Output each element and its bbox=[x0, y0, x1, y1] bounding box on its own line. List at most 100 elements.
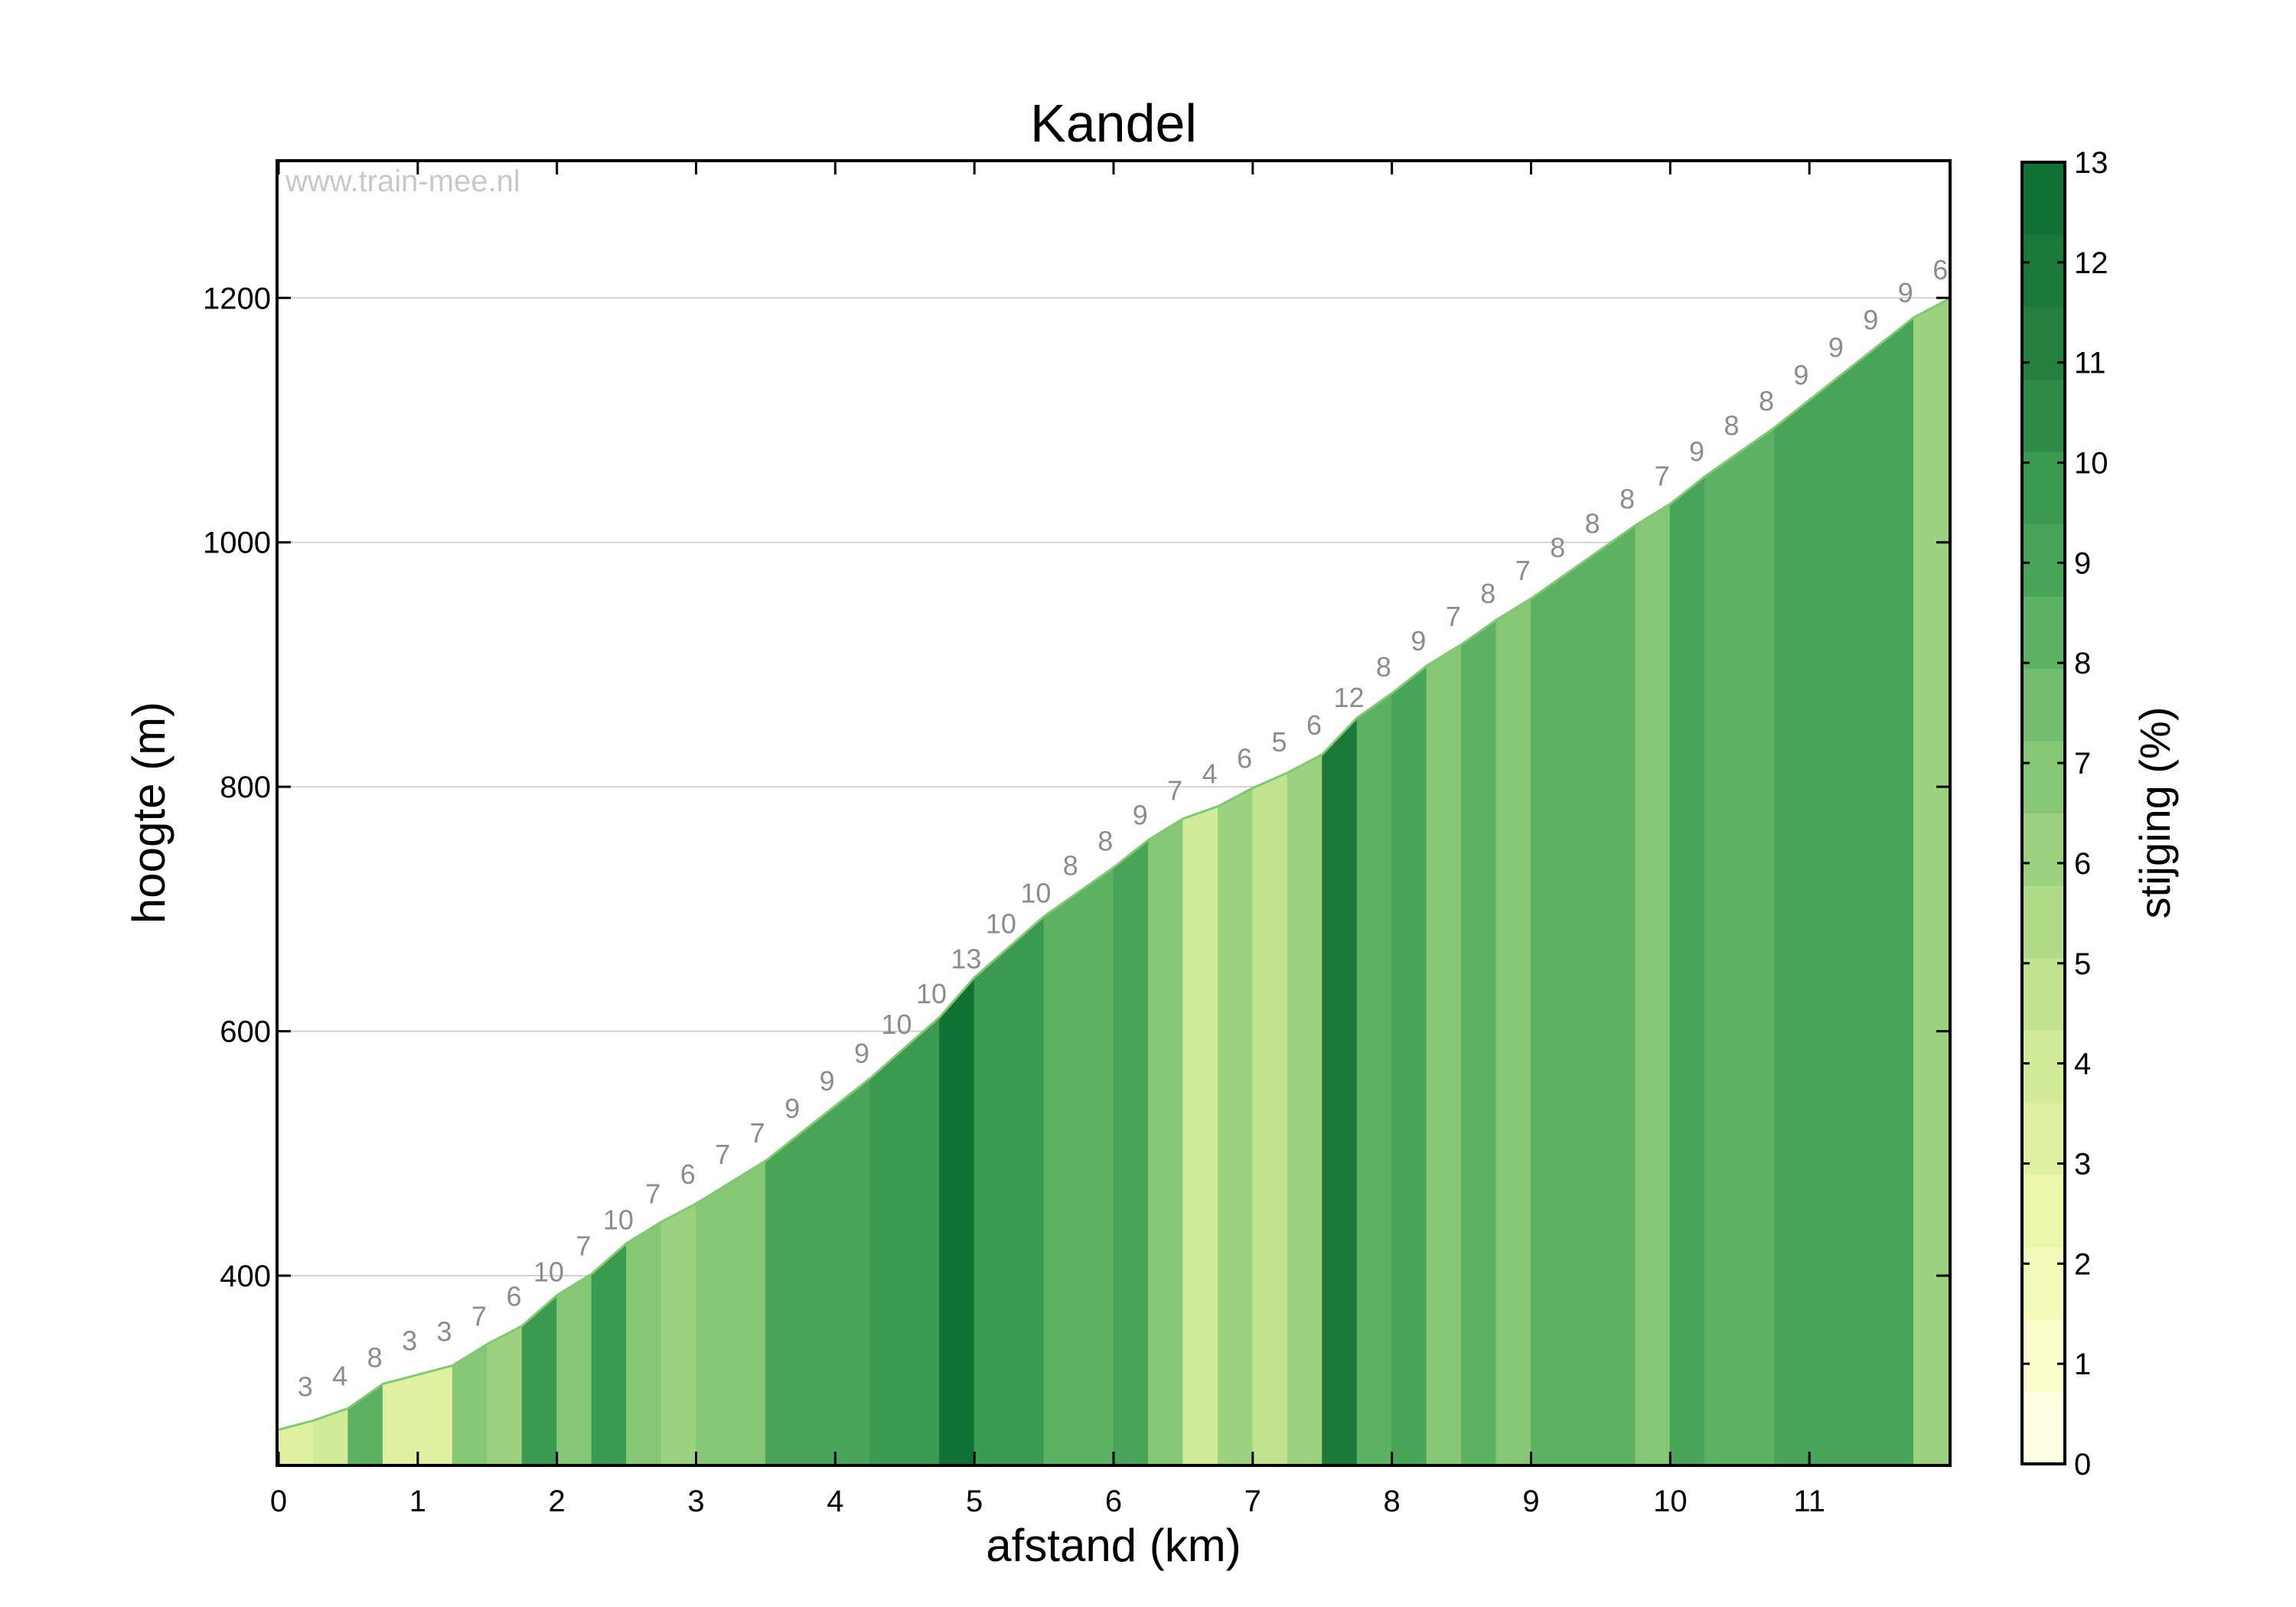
gradient-segment bbox=[1182, 806, 1218, 1465]
gradient-segment bbox=[1635, 503, 1671, 1465]
gradient-segment bbox=[765, 1132, 801, 1465]
colorbar-band bbox=[2022, 741, 2065, 814]
colorbar-tick-label: 12 bbox=[2074, 246, 2108, 280]
gradient-segment bbox=[382, 1374, 419, 1465]
gradient-segment bbox=[591, 1242, 628, 1465]
colorbar-band bbox=[2022, 162, 2065, 236]
gradient-label: 8 bbox=[367, 1341, 383, 1373]
colorbar-band bbox=[2022, 234, 2065, 308]
gradient-segment bbox=[1808, 371, 1845, 1465]
x-tick-label: 10 bbox=[1653, 1485, 1688, 1518]
y-tick-label: 400 bbox=[220, 1260, 271, 1293]
x-tick-label: 4 bbox=[827, 1485, 843, 1518]
gradient-label: 8 bbox=[1480, 578, 1495, 609]
x-tick-label: 7 bbox=[1244, 1485, 1261, 1518]
gradient-segment bbox=[1565, 549, 1601, 1465]
colorbar-band bbox=[2022, 1175, 2065, 1248]
gradient-label: 9 bbox=[854, 1038, 869, 1069]
watermark: www.train-mee.nl bbox=[285, 165, 520, 198]
y-tick-label: 1200 bbox=[203, 282, 271, 315]
colorbar-band bbox=[2022, 1247, 2065, 1320]
colorbar-band bbox=[2022, 885, 2065, 959]
gradient-label: 10 bbox=[1020, 877, 1051, 908]
gradient-segment bbox=[974, 946, 1010, 1465]
x-tick-label: 3 bbox=[687, 1485, 704, 1518]
gradient-segment bbox=[730, 1160, 766, 1465]
colorbar-tick-label: 1 bbox=[2074, 1348, 2091, 1381]
x-axis: 0 1 2 3 4 5 6 7 8 9 10 11 bbox=[270, 161, 1825, 1518]
gradient-label: 8 bbox=[1724, 410, 1740, 442]
gradient-segment bbox=[1078, 866, 1114, 1465]
gradient-label: 9 bbox=[1793, 360, 1808, 391]
x-tick-label: 1 bbox=[409, 1485, 426, 1518]
gradient-label: 7 bbox=[1446, 601, 1461, 632]
gradient-label: 8 bbox=[1550, 532, 1565, 563]
x-tick-label: 9 bbox=[1522, 1485, 1539, 1518]
gradient-label: 10 bbox=[603, 1204, 634, 1236]
gradient-label: 7 bbox=[576, 1231, 591, 1262]
gradient-label: 9 bbox=[1411, 625, 1426, 657]
gradient-segment bbox=[626, 1221, 662, 1465]
colorbar-tick-label: 4 bbox=[2074, 1048, 2091, 1081]
gradient-label: 7 bbox=[1515, 555, 1531, 586]
colorbar-tick-label: 5 bbox=[2074, 947, 2091, 981]
colorbar-band bbox=[2022, 1319, 2065, 1393]
y-axis-label: hoogte (m) bbox=[123, 702, 174, 924]
gradient-segment bbox=[660, 1202, 696, 1465]
gradient-segments bbox=[278, 298, 1949, 1465]
colorbar-tick-label: 9 bbox=[2074, 546, 2091, 580]
gradient-label: 13 bbox=[951, 943, 981, 974]
profile-line bbox=[278, 298, 1949, 1431]
gradient-label: 3 bbox=[437, 1315, 452, 1347]
gradient-label: 6 bbox=[506, 1280, 521, 1312]
y-axis: 400 600 800 1000 1200 bbox=[203, 282, 1950, 1293]
gradient-label: 6 bbox=[1932, 254, 1948, 285]
gradient-segment bbox=[834, 1077, 871, 1465]
colorbar-band bbox=[2022, 957, 2065, 1031]
colorbar-label: stijging (%) bbox=[2131, 707, 2179, 919]
gradient-segment bbox=[904, 1016, 941, 1465]
x-axis-label: afstand (km) bbox=[986, 1520, 1241, 1571]
gradient-segment bbox=[1531, 573, 1567, 1465]
gradient-label: 10 bbox=[533, 1257, 564, 1288]
gradient-label: 9 bbox=[1828, 332, 1844, 363]
gradient-label: 7 bbox=[1167, 775, 1182, 807]
chart-title: Kandel bbox=[1030, 93, 1197, 153]
colorbar-tick-label: 0 bbox=[2074, 1448, 2091, 1482]
x-tick-label: 8 bbox=[1384, 1485, 1401, 1518]
gradient-segment bbox=[417, 1364, 453, 1465]
gradient-segment bbox=[1878, 316, 1915, 1465]
gradient-segment bbox=[1391, 665, 1427, 1465]
gradient-label: 9 bbox=[1863, 305, 1878, 336]
gradient-label: 3 bbox=[402, 1325, 417, 1356]
x-tick-label: 5 bbox=[966, 1485, 983, 1518]
x-tick-label: 6 bbox=[1105, 1485, 1122, 1518]
y-tick-label: 1000 bbox=[203, 526, 271, 560]
gradient-segment bbox=[1739, 426, 1776, 1465]
colorbar-band bbox=[2022, 813, 2065, 886]
gradient-label: 7 bbox=[715, 1139, 730, 1170]
gradient-label: 7 bbox=[645, 1178, 660, 1210]
gradient-segment bbox=[696, 1181, 732, 1465]
gradient-label: 9 bbox=[820, 1065, 835, 1097]
gradient-segment bbox=[1844, 344, 1880, 1465]
gradient-segment bbox=[1600, 524, 1636, 1465]
colorbar-frame bbox=[2020, 161, 2066, 1465]
gradient-label: 4 bbox=[1202, 758, 1218, 790]
colorbar-tick-label: 6 bbox=[2074, 847, 2091, 881]
gradient-label: 7 bbox=[1655, 460, 1670, 491]
gradient-label: 8 bbox=[1376, 651, 1391, 683]
gradient-label: 9 bbox=[1898, 277, 1913, 308]
gradient-segment bbox=[1322, 716, 1358, 1465]
gradient-label: 5 bbox=[1272, 726, 1287, 758]
colorbar-band bbox=[2022, 379, 2065, 452]
gradient-label: 9 bbox=[784, 1093, 800, 1124]
gradient-segment bbox=[939, 976, 975, 1465]
gradient-segment bbox=[1669, 475, 1706, 1465]
gradient-segment bbox=[1217, 787, 1254, 1465]
gradient-label: 8 bbox=[1619, 483, 1635, 514]
gradient-label: 10 bbox=[986, 908, 1016, 939]
gradient-segment bbox=[1113, 839, 1149, 1465]
gradient-label: 8 bbox=[1585, 507, 1600, 539]
